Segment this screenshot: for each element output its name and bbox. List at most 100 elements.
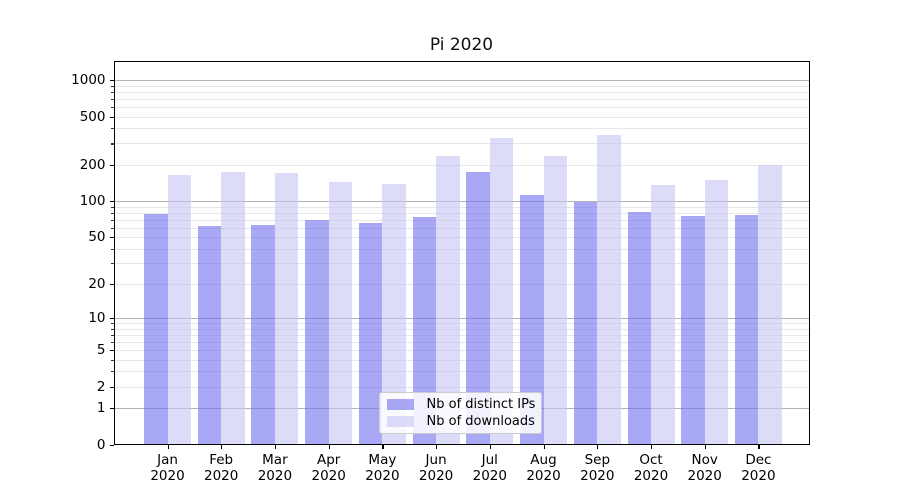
x-tick-mark bbox=[489, 444, 491, 449]
y-tick-label: 10 bbox=[88, 310, 106, 326]
minor-gridline bbox=[113, 91, 810, 93]
minor-gridline bbox=[113, 359, 810, 361]
x-tick-year: 2020 bbox=[472, 467, 507, 484]
x-tick-month: Mar bbox=[262, 452, 288, 468]
y-minor-tick-mark bbox=[111, 91, 114, 93]
x-tick-mark bbox=[436, 444, 438, 449]
x-tick-label-may: May 2020 bbox=[365, 452, 400, 484]
legend-swatch-downloads bbox=[386, 415, 414, 427]
bar-downloads-sep bbox=[597, 135, 621, 445]
y-tick-label: 0 bbox=[96, 436, 106, 453]
x-tick-year: 2020 bbox=[580, 467, 615, 484]
x-tick-month: Oct bbox=[639, 452, 663, 468]
y-minor-tick-mark bbox=[111, 341, 114, 343]
x-tick-label-jan: Jan 2020 bbox=[150, 452, 184, 484]
y-minor-tick-mark bbox=[111, 85, 114, 87]
bar-downloads-jan bbox=[167, 174, 191, 445]
minor-gridline bbox=[113, 206, 810, 208]
bar-downloads-may bbox=[382, 184, 406, 445]
bar-distinct-ips-may bbox=[358, 222, 383, 445]
minor-gridline bbox=[113, 143, 810, 145]
y-minor-tick-mark bbox=[111, 237, 114, 239]
x-tick-label-feb: Feb 2020 bbox=[204, 452, 239, 484]
bar-distinct-ips-jul bbox=[466, 171, 490, 445]
x-tick-mark bbox=[597, 444, 599, 449]
x-tick-mark bbox=[167, 444, 169, 449]
major-gridline bbox=[113, 318, 810, 319]
major-gridline bbox=[113, 201, 810, 202]
y-minor-tick-mark bbox=[111, 206, 114, 208]
x-tick-month: Feb bbox=[209, 452, 234, 468]
bar-downloads-jun bbox=[436, 156, 460, 445]
minor-gridline bbox=[113, 128, 810, 130]
legend-item-distinct-ips: Nb of distinct IPs bbox=[386, 397, 535, 412]
x-tick-year: 2020 bbox=[741, 467, 776, 484]
minor-gridline bbox=[113, 237, 810, 238]
bar-distinct-ips-sep bbox=[573, 202, 598, 445]
minor-gridline bbox=[113, 219, 810, 221]
chart-title: Pi 2020 bbox=[429, 35, 494, 55]
x-tick-mark bbox=[758, 444, 760, 449]
x-tick-year: 2020 bbox=[418, 467, 454, 484]
y-tick-label: 5 bbox=[96, 342, 106, 358]
y-minor-tick-mark bbox=[111, 219, 114, 221]
bar-downloads-nov bbox=[704, 179, 729, 445]
y-minor-tick-mark bbox=[111, 248, 114, 250]
legend-label-distinct-ips: Nb of distinct IPs bbox=[426, 397, 536, 413]
axes-border bbox=[113, 61, 810, 445]
y-minor-tick-mark bbox=[111, 386, 114, 388]
y-minor-tick-mark bbox=[111, 263, 114, 265]
x-tick-label-aug: Aug 2020 bbox=[526, 452, 560, 484]
x-tick-mark bbox=[651, 444, 653, 449]
x-tick-mark bbox=[328, 444, 330, 449]
x-tick-month: Jul bbox=[481, 452, 498, 468]
legend-label-downloads: Nb of downloads bbox=[426, 413, 535, 429]
y-minor-tick-mark bbox=[111, 164, 114, 166]
minor-gridline bbox=[113, 386, 810, 388]
bar-distinct-ips-nov bbox=[681, 216, 705, 445]
y-minor-tick-mark bbox=[111, 98, 114, 100]
x-tick-label-apr: Apr 2020 bbox=[312, 452, 346, 484]
bar-downloads-aug bbox=[543, 156, 567, 445]
minor-gridline bbox=[113, 106, 810, 108]
bar-distinct-ips-jan bbox=[144, 213, 168, 445]
minor-gridline bbox=[113, 164, 810, 166]
x-tick-month: Aug bbox=[530, 452, 557, 468]
minor-gridline bbox=[113, 371, 810, 373]
y-minor-tick-mark bbox=[111, 227, 114, 229]
y-minor-tick-mark bbox=[111, 283, 114, 286]
minor-gridline bbox=[113, 283, 810, 285]
y-minor-tick-mark bbox=[111, 116, 114, 118]
y-minor-tick-mark bbox=[111, 106, 114, 109]
bar-distinct-ips-dec bbox=[734, 215, 759, 445]
x-tick-mark bbox=[274, 444, 277, 449]
y-tick-label: 20 bbox=[88, 275, 106, 292]
x-tick-month: Dec bbox=[745, 452, 772, 468]
x-tick-mark bbox=[221, 444, 223, 449]
x-tick-label-jul: Jul 2020 bbox=[472, 452, 507, 484]
x-tick-label-mar: Mar 2020 bbox=[258, 452, 292, 484]
y-minor-tick-mark bbox=[111, 334, 114, 336]
x-tick-mark bbox=[543, 444, 545, 449]
y-minor-tick-mark bbox=[111, 328, 114, 330]
x-tick-label-nov: Nov 2020 bbox=[687, 452, 722, 484]
bar-downloads-jul bbox=[489, 138, 514, 445]
bar-downloads-feb bbox=[221, 171, 245, 445]
minor-gridline bbox=[113, 334, 810, 336]
x-tick-year: 2020 bbox=[633, 467, 669, 484]
bar-downloads-mar bbox=[274, 172, 299, 445]
y-minor-tick-mark bbox=[111, 371, 114, 373]
bar-downloads-oct bbox=[651, 185, 675, 445]
x-tick-year: 2020 bbox=[687, 467, 722, 484]
x-tick-year: 2020 bbox=[204, 467, 239, 484]
y-minor-tick-mark bbox=[111, 359, 114, 361]
y-minor-tick-mark bbox=[111, 143, 114, 145]
y-minor-tick-mark bbox=[111, 350, 114, 352]
y-tick-label: 1000 bbox=[71, 71, 106, 88]
x-tick-year: 2020 bbox=[365, 467, 400, 484]
bar-distinct-ips-mar bbox=[251, 225, 275, 445]
legend-swatch-distinct-ips bbox=[386, 399, 414, 411]
x-tick-mark bbox=[382, 444, 384, 449]
bar-distinct-ips-apr bbox=[305, 220, 329, 445]
